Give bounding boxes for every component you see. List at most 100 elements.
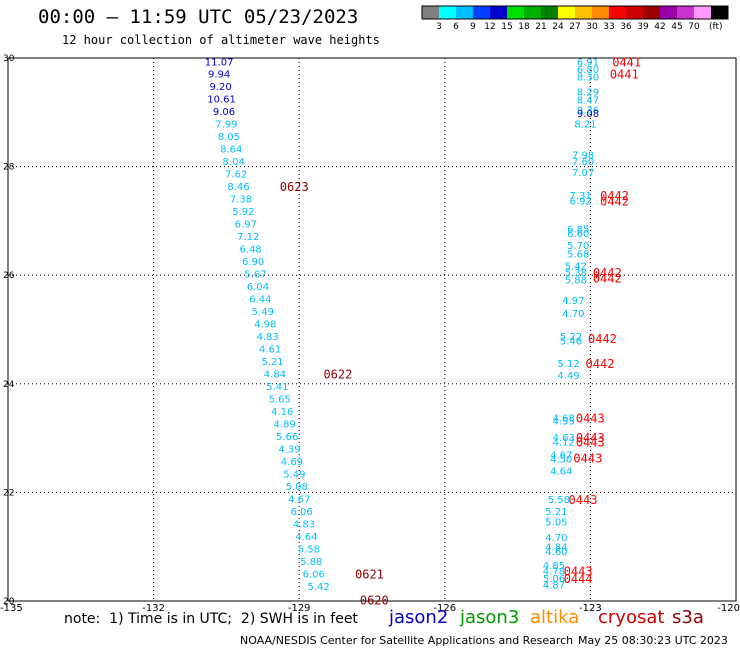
swh-value-label: 4.70 [562,309,584,320]
swh-value-label: 4.89 [274,419,296,430]
swh-value-label: 5.05 [545,518,567,529]
swh-value-label: 4.16 [271,407,293,418]
swh-value-label: 8.05 [218,132,240,143]
colorbar: 3 6 9 12 15 18 21 24 27 30 33 36 39 42 45 70 (ft) [421,5,729,32]
swh-value-label: 7.07 [572,168,594,179]
colorbar-tick: 15 [501,22,512,32]
colorbar-tick: 70 [688,22,700,32]
swh-value-label: 7.31 [570,191,592,202]
x-tick-label: -129 [288,603,311,614]
time-label: 0442 [600,189,629,203]
colorbar-swatch [422,6,439,19]
legend-item-altika: altika [530,607,580,628]
swh-value-label: 8.04 [223,157,245,168]
y-tick-label: 22 [3,488,14,498]
swh-value-label: 9.20 [209,82,231,93]
swh-value-label: 5.21 [261,357,283,368]
time-label: 0442 [588,332,617,346]
time-label: 0442 [586,357,615,371]
time-label: 0443 [576,435,605,449]
y-tick-label: 30 [3,54,15,64]
colorbar-tick: 21 [535,22,546,32]
swh-value-label: 4.39 [278,444,300,455]
swh-value-label: 5.58 [548,495,570,506]
colorbar-frame [421,5,729,20]
colorbar-tick: 42 [654,22,665,32]
time-label: 0443 [564,565,593,579]
colorbar-swatch [609,6,626,19]
swh-value-label: 9.36 [577,106,599,117]
swh-value-label: 5.66 [276,432,298,443]
swh-value-label: 5.38 [565,268,587,279]
colorbar-swatch [626,6,643,19]
y-tick-label: 26 [3,271,15,281]
swh-value-label: 4.50 [550,455,572,466]
data-labels: 11.07 9.949.20 10.619.06 7.998.05 8.648.04 7.… [205,57,599,593]
swh-value-label: 6.04 [247,282,269,293]
time-label: 0444 [564,572,593,586]
colorbar-tick: 18 [518,22,530,32]
swh-value-label: 11.07 [205,57,234,68]
swh-value-label: 4.49 [557,371,579,382]
swh-value-label: 4.70 [545,533,567,544]
colorbar-tick: 36 [620,22,632,32]
time-label: 0443 [576,431,605,445]
footer-note: note: 1) Time is in UTC; 2) SWH is in fe… [64,611,358,627]
time-label: 0622 [323,367,352,381]
swh-value-label: 5.88 [300,557,322,568]
x-tick-label: -120 [717,603,740,614]
swh-value-label: 6.60 [567,229,589,240]
colorbar-swatch [643,6,660,19]
swh-value-label: 4.83 [293,519,315,530]
chart-title: 00:00 – 11:59 UTC 05/23/2023 [38,6,359,28]
plot-frame [7,57,737,602]
swh-value-label: 6.85 [567,225,589,236]
x-tick-label: -126 [433,603,456,614]
swh-value-label: 5.12 [557,359,579,370]
chart-subtitle: 12 hour collection of altimeter wave hei… [62,33,380,47]
colorbar-swatch [660,6,677,19]
swh-value-label: 4.61 [259,345,281,356]
time-label: 0441 [612,55,641,69]
colorbar-tick: 30 [586,22,598,32]
swh-value-label: 5.06 [543,574,565,585]
legend-item-s3a: s3a [672,607,704,628]
swh-value-label: 6.06 [303,569,325,580]
swh-value-label: 5.42 [307,582,329,593]
colorbar-swatch [711,6,728,19]
swh-value-label: 8.30 [577,72,599,83]
colorbar-swatch [524,6,541,19]
swh-value-label: 7.99 [215,120,237,131]
swh-value-label: 5.70 [567,241,589,252]
swh-value-label: 10.61 [207,95,236,106]
swh-value-label: 7.62 [225,170,247,181]
colorbar-tick: 27 [569,22,580,32]
swh-value-label: 4.67 [550,450,572,461]
swh-value-label: 5.42 [565,261,587,272]
x-tick-label: -135 [0,603,23,614]
colorbar-swatch [490,6,507,19]
swh-value-label: 5.65 [269,394,291,405]
colorbar-tick: 6 [453,22,459,32]
swh-value-label: 4.83 [257,332,279,343]
swh-value-label: 4.60 [545,547,567,558]
swh-value-label: 8.29 [577,88,599,99]
swh-value-label: 5.68 [567,249,589,260]
colorbar-swatch [456,6,473,19]
time-label: 0443 [576,411,605,425]
colorbar-swatch [439,6,456,19]
swh-value-label: 8.46 [227,182,249,193]
time-label: 0620 [360,593,389,607]
swh-value-label: 5.22 [560,332,582,343]
colorbar-swatch [507,6,524,19]
swh-value-label: 9.08 [577,109,599,120]
swh-value-label: 5.67 [244,270,266,281]
x-tick-label: -123 [579,603,602,614]
swh-value-label: 8.64 [220,145,242,156]
swh-value-label: 4.64 [295,532,317,543]
swh-value-label: 6.90 [242,257,264,268]
time-label: 0442 [593,266,622,280]
swh-value-label: 8.21 [574,120,596,131]
swh-value-label: 4.55 [553,417,575,428]
